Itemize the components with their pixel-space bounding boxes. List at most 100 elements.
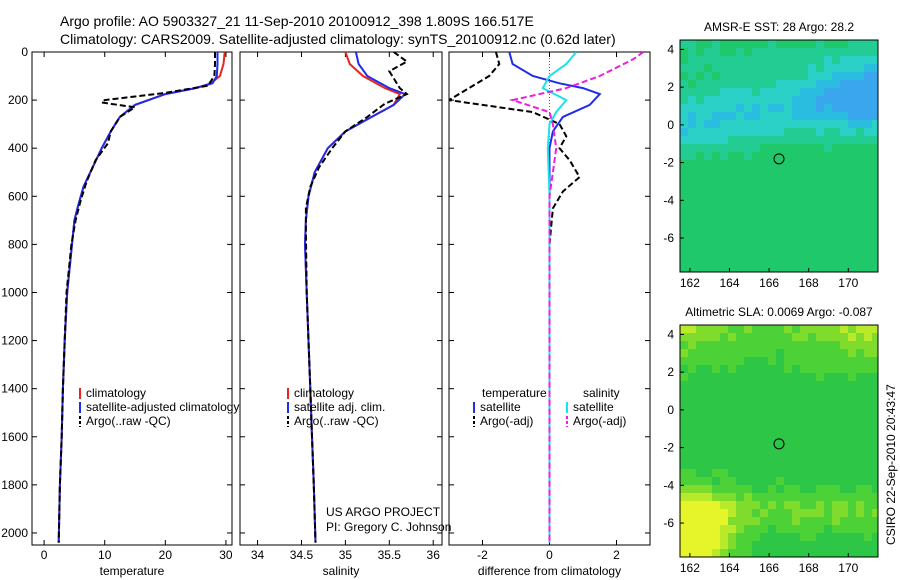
sst-cell bbox=[824, 56, 832, 64]
sst-cell bbox=[720, 248, 728, 256]
sla-cell bbox=[736, 421, 744, 429]
sla-cell bbox=[808, 389, 816, 397]
sst-cell bbox=[688, 128, 696, 136]
sst-cell bbox=[808, 224, 816, 232]
sst-cell bbox=[864, 48, 872, 56]
sst-cell bbox=[792, 264, 800, 272]
sst-cell bbox=[752, 80, 760, 88]
sst-cell bbox=[728, 88, 736, 96]
sla-cell bbox=[696, 421, 704, 429]
sst-cell bbox=[720, 216, 728, 224]
sst-cell bbox=[704, 96, 712, 104]
sla-cell bbox=[776, 389, 784, 397]
sla-cell bbox=[840, 517, 848, 525]
sst-cell bbox=[856, 152, 864, 160]
sst-cell bbox=[712, 128, 720, 136]
sla-cell bbox=[776, 501, 784, 509]
sla-cell bbox=[816, 461, 824, 469]
sst-cell bbox=[688, 264, 696, 272]
sst-cell bbox=[824, 136, 832, 144]
sla-cell bbox=[704, 373, 712, 381]
temperature-xtick-label: 10 bbox=[98, 548, 112, 562]
sla-cell bbox=[816, 325, 824, 333]
sla-cell bbox=[840, 549, 848, 557]
sla-cell bbox=[696, 325, 704, 333]
sla-cell bbox=[856, 541, 864, 549]
sst-cell bbox=[680, 200, 688, 208]
sla-cell bbox=[824, 517, 832, 525]
sst-cell bbox=[720, 96, 728, 104]
sst-cell bbox=[680, 96, 688, 104]
sla-cell bbox=[784, 517, 792, 525]
sst-cell bbox=[768, 208, 776, 216]
sst-cell bbox=[824, 184, 832, 192]
sst-cell bbox=[752, 40, 760, 48]
sla-cell bbox=[728, 525, 736, 533]
sla-cell bbox=[824, 325, 832, 333]
sst-cell bbox=[872, 192, 878, 200]
sla-cell bbox=[776, 517, 784, 525]
sst-cell bbox=[696, 248, 704, 256]
temperature-ytick-label: 600 bbox=[8, 189, 28, 203]
sst-cell bbox=[696, 56, 704, 64]
sst-cell bbox=[760, 248, 768, 256]
sla-cell bbox=[768, 509, 776, 517]
sst-cell bbox=[680, 160, 688, 168]
sla-cell bbox=[784, 485, 792, 493]
sst-cell bbox=[832, 216, 840, 224]
sla-cell bbox=[768, 389, 776, 397]
sst-cell bbox=[688, 56, 696, 64]
sst-cell bbox=[736, 208, 744, 216]
sst-cell bbox=[696, 64, 704, 72]
sla-cell bbox=[824, 477, 832, 485]
sst-cell bbox=[848, 96, 856, 104]
sla-cell bbox=[776, 549, 784, 557]
sst-cell bbox=[784, 184, 792, 192]
sla-cell bbox=[872, 365, 878, 373]
sla-cell bbox=[752, 517, 760, 525]
sst-cell bbox=[784, 152, 792, 160]
sla-cell bbox=[712, 405, 720, 413]
sst-cell bbox=[744, 56, 752, 64]
sla-cell bbox=[696, 341, 704, 349]
sla-cell bbox=[856, 405, 864, 413]
sst-cell bbox=[792, 232, 800, 240]
sst-cell bbox=[768, 232, 776, 240]
sst-cell bbox=[872, 152, 878, 160]
sst-cell bbox=[776, 96, 784, 104]
sst-cell bbox=[856, 264, 864, 272]
sst-cell bbox=[720, 136, 728, 144]
sla-cell bbox=[784, 341, 792, 349]
sst-cell bbox=[840, 104, 848, 112]
salinity-legend-label: climatology bbox=[294, 386, 354, 400]
sla-cell bbox=[688, 485, 696, 493]
sst-cell bbox=[768, 128, 776, 136]
sla-cell bbox=[864, 549, 872, 557]
sla-cell bbox=[760, 437, 768, 445]
sst-cell bbox=[720, 208, 728, 216]
sst-cell bbox=[864, 56, 872, 64]
sla-cell bbox=[728, 413, 736, 421]
sla-cell bbox=[776, 541, 784, 549]
sla-cell bbox=[752, 413, 760, 421]
sst-cell bbox=[792, 184, 800, 192]
sla-cell bbox=[696, 397, 704, 405]
sla-cell bbox=[688, 429, 696, 437]
sla-cell bbox=[816, 421, 824, 429]
sla-cell bbox=[752, 509, 760, 517]
sla-cell bbox=[736, 333, 744, 341]
sst-cell bbox=[736, 240, 744, 248]
sla-cell bbox=[816, 429, 824, 437]
sla-cell bbox=[792, 421, 800, 429]
sla-cell bbox=[848, 453, 856, 461]
sla-cell bbox=[872, 325, 878, 333]
sla-cell bbox=[808, 365, 816, 373]
sla-cell bbox=[696, 373, 704, 381]
sla-cell bbox=[864, 333, 872, 341]
sla-cell bbox=[848, 549, 856, 557]
sla-cell bbox=[728, 445, 736, 453]
sst-cell bbox=[824, 80, 832, 88]
sla-cell bbox=[816, 501, 824, 509]
sla-cell bbox=[864, 541, 872, 549]
sst-cell bbox=[768, 144, 776, 152]
